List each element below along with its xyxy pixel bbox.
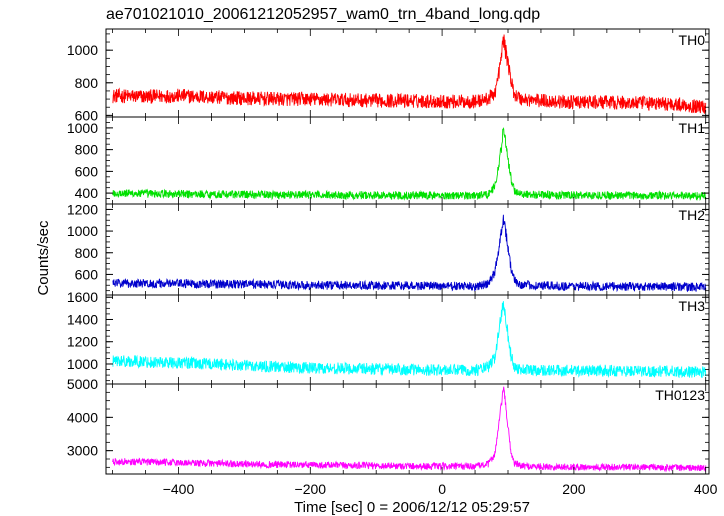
y-tick-label: 400: [75, 185, 99, 201]
panel-th1: 400 600 800 1000 TH1: [67, 116, 710, 205]
panel-label: TH1: [679, 120, 706, 136]
x-tick-label: 0: [438, 481, 446, 497]
panel-frame: [105, 116, 710, 205]
series-th2: [112, 214, 707, 293]
y-tick-label: 1000: [67, 42, 98, 58]
y-tick-label: 1400: [67, 311, 98, 327]
panel-label: TH2: [679, 207, 706, 223]
y-tick-label: 800: [75, 142, 99, 158]
x-axis-label: Time [sec] 0 = 2006/12/12 05:29:57: [294, 499, 530, 516]
y-tick-label: 1200: [67, 201, 98, 217]
panel-th2: 600 800 1000 1200 TH2: [67, 201, 710, 296]
series-th0: [112, 34, 707, 114]
y-axis-label: Counts/sec: [35, 220, 52, 296]
y-tick-label: 1000: [67, 223, 98, 239]
x-tick-label: 200: [562, 481, 586, 497]
panel-th0: 600 800 1000 TH0: [67, 28, 710, 123]
y-tick-label: 600: [75, 107, 99, 123]
series-th0123: [112, 386, 707, 473]
y-tick-label: 1600: [67, 289, 98, 305]
y-tick-label: 600: [75, 163, 99, 179]
panel-th3: 1000 1200 1400 1600 TH3: [67, 289, 710, 385]
y-tick-label: 800: [75, 75, 99, 91]
y-tick-label: 3000: [67, 443, 98, 459]
series-th3: [112, 301, 707, 379]
panel-label: TH0: [679, 32, 706, 48]
x-tick-label: −200: [295, 481, 327, 497]
figure-title: ae701021010_20061212052957_wam0_trn_4ban…: [106, 6, 540, 23]
panel-th0123: 3000 4000 5000 TH0123: [67, 376, 710, 475]
panel-label: TH3: [679, 298, 706, 314]
panel-frame: [105, 203, 710, 296]
panel-frame: [105, 383, 710, 475]
y-tick-label: 1200: [67, 334, 98, 350]
y-tick-label: 800: [75, 245, 99, 261]
y-tick-label: 4000: [67, 409, 98, 425]
x-tick-label: 400: [694, 481, 718, 497]
y-tick-label: 5000: [67, 376, 98, 392]
y-tick-label: 1000: [67, 120, 98, 136]
series-th1: [112, 127, 707, 201]
y-tick-label: 1000: [67, 356, 98, 372]
panel-label: TH0123: [655, 387, 705, 403]
y-tick-label: 600: [75, 266, 99, 282]
x-tick-label: −400: [163, 481, 195, 497]
